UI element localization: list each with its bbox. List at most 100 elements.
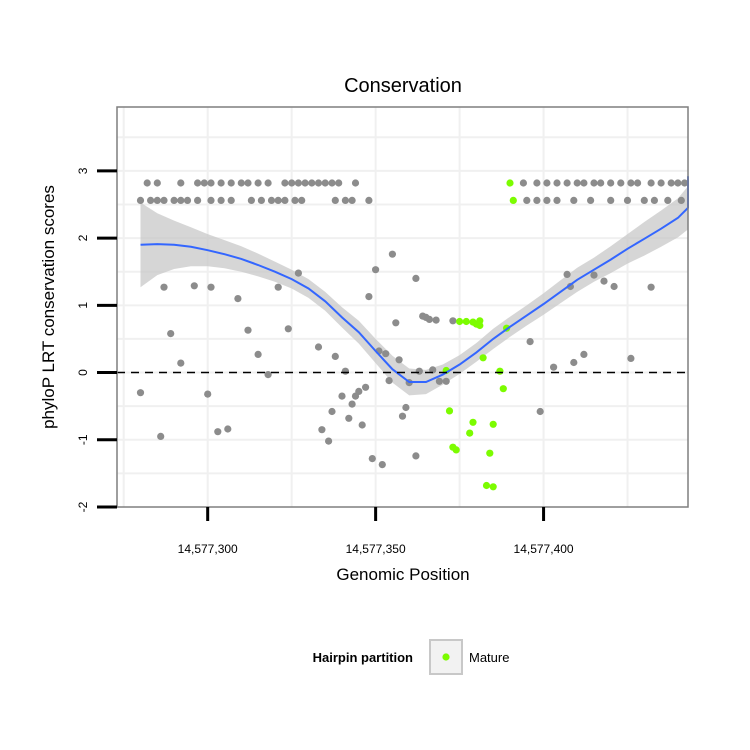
- point-other: [338, 392, 346, 400]
- point-other: [288, 179, 296, 187]
- point-other: [681, 179, 689, 187]
- point-other: [264, 371, 272, 379]
- point-other: [291, 196, 299, 204]
- point-other: [543, 179, 551, 187]
- point-other: [136, 196, 145, 204]
- plot-panel: [117, 107, 688, 507]
- point-mature: [462, 317, 470, 326]
- point-other: [348, 196, 356, 204]
- point-other: [580, 179, 588, 187]
- point-other: [650, 196, 659, 204]
- smooth-line-layer: [140, 176, 689, 383]
- point-other: [355, 387, 363, 395]
- point-mature: [445, 407, 454, 415]
- point-mature: [452, 446, 460, 454]
- x-axis-label: Genomic Position: [336, 565, 469, 584]
- point-mature: [489, 483, 497, 491]
- point-other: [533, 196, 541, 204]
- point-other: [523, 196, 531, 204]
- point-other: [392, 319, 400, 327]
- point-other: [365, 196, 373, 204]
- point-other: [214, 428, 222, 436]
- point-mature: [479, 354, 487, 362]
- point-other: [331, 196, 339, 204]
- x-tick-label: 14,577,300: [178, 542, 238, 556]
- point-other: [207, 196, 215, 204]
- y-tick-label: 0: [76, 369, 90, 376]
- point-other: [543, 196, 551, 204]
- point-other: [382, 350, 390, 358]
- point-other: [153, 179, 161, 187]
- x-tick-label: 14,577,400: [514, 542, 574, 556]
- point-other: [157, 432, 165, 440]
- point-other: [207, 283, 215, 291]
- point-other: [281, 196, 289, 204]
- point-other: [298, 196, 306, 204]
- point-other: [587, 196, 595, 204]
- point-other: [177, 196, 185, 204]
- point-other: [204, 390, 212, 398]
- legend: Hairpin partition Mature: [313, 639, 509, 675]
- y-tick-label: -2: [76, 501, 90, 512]
- point-other: [429, 366, 437, 374]
- point-other: [627, 179, 635, 187]
- point-other: [398, 412, 407, 420]
- point-other: [294, 179, 302, 187]
- point-other: [341, 367, 349, 375]
- point-other: [348, 400, 356, 408]
- point-mature: [486, 449, 494, 457]
- point-other: [647, 179, 655, 187]
- point-other: [194, 179, 202, 187]
- y-tick-label: 3: [76, 167, 90, 174]
- point-other: [244, 179, 252, 187]
- point-other: [351, 179, 360, 187]
- point-other: [301, 179, 309, 187]
- point-other: [234, 295, 242, 303]
- point-other: [341, 196, 349, 204]
- point-other: [607, 179, 615, 187]
- point-other: [264, 179, 272, 187]
- point-other: [667, 179, 675, 187]
- point-other: [610, 282, 618, 291]
- point-other: [328, 179, 336, 187]
- point-other: [627, 354, 635, 362]
- x-axis: 14,577,300 14,577,350 14,577,400: [178, 507, 574, 556]
- point-other: [597, 179, 605, 187]
- point-other: [227, 179, 235, 187]
- point-mature: [466, 429, 474, 437]
- point-other: [385, 377, 393, 385]
- point-other: [519, 179, 528, 187]
- point-other: [435, 377, 443, 385]
- point-other: [335, 179, 343, 187]
- point-other: [640, 196, 648, 204]
- point-other: [395, 356, 403, 364]
- point-other: [207, 179, 215, 187]
- point-other: [415, 367, 423, 375]
- point-other: [553, 196, 561, 204]
- point-mature: [482, 481, 491, 490]
- legend-label-mature: Mature: [469, 650, 509, 665]
- point-other: [378, 461, 386, 469]
- point-other: [358, 421, 366, 429]
- point-other: [674, 179, 682, 187]
- point-mature: [506, 179, 514, 187]
- point-other: [328, 407, 336, 416]
- point-other: [153, 196, 161, 204]
- point-other: [308, 179, 316, 187]
- x-tick-label: 14,577,350: [346, 542, 406, 556]
- point-other: [590, 179, 598, 187]
- point-other: [425, 315, 433, 323]
- point-other: [634, 179, 642, 187]
- point-other: [254, 350, 262, 358]
- point-other: [284, 325, 292, 333]
- panel-border: [116, 106, 689, 508]
- point-other: [170, 196, 178, 204]
- point-other: [402, 403, 410, 412]
- point-mature: [476, 321, 484, 330]
- point-mature: [496, 367, 504, 375]
- point-other: [580, 350, 588, 358]
- point-other: [247, 196, 255, 204]
- point-other: [274, 196, 282, 204]
- point-other: [345, 414, 353, 422]
- point-other: [617, 179, 625, 187]
